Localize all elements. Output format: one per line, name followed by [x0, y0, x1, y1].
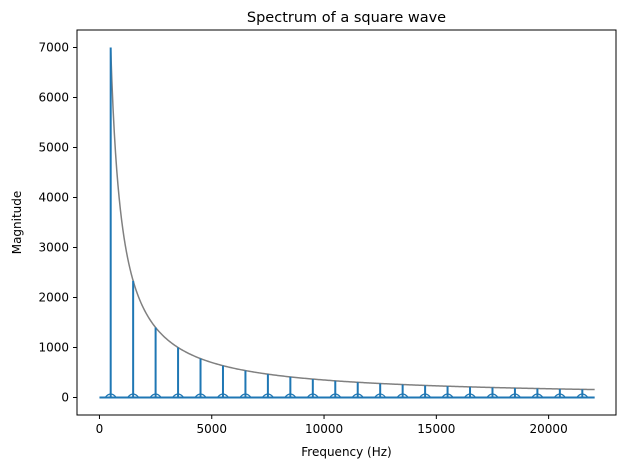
spectrum-side-lobe [261, 393, 274, 398]
spectrum-side-lobe [374, 393, 387, 398]
y-tick-label: 0 [61, 391, 69, 405]
spectrum-side-lobe [351, 393, 364, 398]
x-tick-label: 5000 [196, 422, 227, 436]
plot-background [77, 30, 616, 415]
spectrum-side-lobe [149, 393, 162, 398]
x-tick-label: 10000 [305, 422, 343, 436]
spectrum-side-lobe [216, 393, 230, 398]
spectrum-side-lobe [194, 393, 207, 398]
x-tick-label: 15000 [417, 422, 455, 436]
spectrum-side-lobe [306, 393, 319, 398]
plot-frame [76, 29, 617, 416]
x-tick-label: 20000 [530, 422, 568, 436]
axes-frame [76, 29, 617, 416]
spectrum-side-lobe [531, 393, 544, 398]
y-tick-label: 1000 [38, 341, 69, 355]
spectrum-side-lobe [463, 393, 477, 398]
spectrum-side-lobe [284, 393, 297, 398]
y-tick-label: 6000 [38, 91, 69, 105]
spectrum-side-lobe [127, 393, 140, 398]
spectrum-side-lobe [553, 393, 566, 398]
x-tick-label: 0 [96, 422, 104, 436]
y-tick-label: 5000 [38, 141, 69, 155]
y-tick-label: 7000 [38, 41, 69, 55]
spectrum-side-lobe [576, 393, 589, 398]
spectrum-side-lobe [239, 393, 252, 398]
spectrum-side-lobe [419, 393, 432, 398]
y-tick-label: 4000 [38, 191, 69, 205]
spectrum-side-lobe [441, 393, 454, 398]
spectrum-side-lobe [508, 393, 522, 398]
spectrum-side-lobe [396, 393, 409, 398]
y-tick-label: 2000 [38, 291, 69, 305]
x-ticks: 0 5000 10000 15000 20000 [96, 415, 568, 436]
y-axis-label: Magnitude [10, 191, 24, 255]
envelope-line [109, 47, 595, 391]
y-tick-label: 3000 [38, 241, 69, 255]
spectrum-side-lobe [486, 393, 499, 398]
chart-title: Spectrum of a square wave [247, 10, 446, 26]
spectrum-side-lobe [329, 393, 342, 398]
envelope-layer [109, 47, 595, 391]
spectrum-side-lobe [171, 393, 185, 398]
spectrum-side-lobe [104, 393, 117, 398]
y-ticks: 0 1000 2000 3000 4000 5000 6000 7000 [38, 41, 77, 405]
spectrum-layer [99, 47, 595, 399]
x-axis-label: Frequency (Hz) [301, 445, 392, 459]
